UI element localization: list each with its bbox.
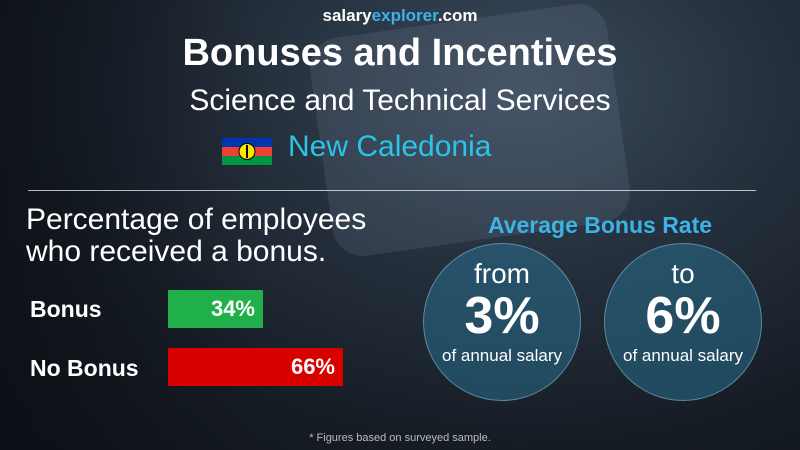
to-label: to [671, 258, 695, 289]
bar-value-bonus: 34% [210, 296, 255, 321]
bonus-rate-to-circle: to 6% of annual salary [604, 243, 762, 401]
page-title: Bonuses and Incentives [182, 32, 618, 74]
bar-label-bonus: Bonus [30, 296, 102, 322]
bonus-rate-title: Average Bonus Rate [487, 212, 713, 238]
to-value: 6% [645, 287, 721, 345]
bar-label-no-bonus: No Bonus [30, 355, 139, 381]
from-label: from [474, 258, 530, 289]
site-logo: salaryexplorer.com [322, 6, 478, 25]
bar-no-bonus: 66% [168, 348, 343, 386]
from-unit: of annual salary [441, 346, 563, 365]
bonus-rate-from-circle: from 3% of annual salary [423, 243, 581, 401]
country-name: New Caledonia [288, 130, 492, 163]
footnote: * Figures based on surveyed sample. [309, 432, 491, 444]
chart-title: Percentage of employees who received a b… [26, 203, 367, 268]
new-caledonia-flag-icon [222, 138, 272, 165]
divider [28, 190, 756, 191]
from-value: 3% [464, 287, 540, 345]
page-subtitle: Science and Technical Services [189, 84, 611, 117]
bar-value-no-bonus: 66% [290, 354, 335, 379]
bar-bonus: 34% [168, 290, 263, 328]
to-unit: of annual salary [622, 346, 744, 365]
